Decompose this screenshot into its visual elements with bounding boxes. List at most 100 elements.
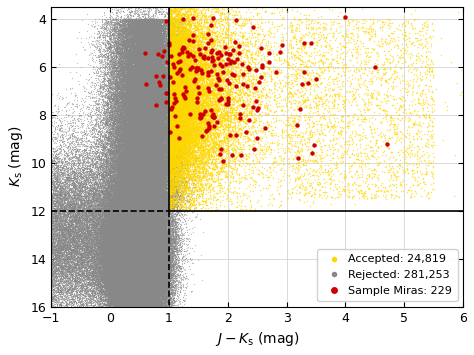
- Point: [156, 219, 164, 225]
- Point: [129, 260, 137, 265]
- Point: [152, 162, 159, 167]
- Point: [104, 190, 112, 195]
- Point: [112, 82, 120, 87]
- Point: [68, 260, 75, 266]
- Point: [158, 252, 166, 258]
- Point: [137, 91, 145, 97]
- Point: [141, 302, 148, 308]
- Point: [123, 100, 131, 106]
- Point: [109, 160, 117, 166]
- Point: [108, 172, 116, 178]
- Point: [124, 259, 131, 265]
- Point: [141, 302, 148, 308]
- Point: [118, 196, 126, 202]
- Point: [178, 200, 185, 205]
- Point: [127, 216, 134, 222]
- Point: [122, 229, 129, 235]
- Point: [146, 280, 154, 286]
- Point: [164, 200, 172, 206]
- Point: [156, 184, 164, 190]
- Point: [118, 239, 125, 245]
- Point: [109, 248, 117, 253]
- Point: [144, 273, 152, 278]
- Point: [77, 285, 84, 290]
- Point: [159, 19, 167, 24]
- Point: [144, 139, 151, 144]
- Point: [147, 191, 155, 196]
- Point: [124, 106, 132, 111]
- Point: [131, 210, 139, 215]
- Point: [129, 224, 137, 230]
- Point: [120, 286, 128, 292]
- Point: [162, 140, 169, 146]
- Point: [103, 232, 110, 238]
- Point: [157, 132, 164, 138]
- Point: [91, 192, 99, 197]
- Point: [129, 283, 137, 288]
- Point: [172, 230, 180, 236]
- Point: [64, 212, 72, 217]
- Point: [150, 281, 158, 287]
- Point: [109, 284, 117, 290]
- Point: [140, 141, 147, 146]
- Point: [143, 196, 151, 202]
- Point: [136, 245, 144, 251]
- Point: [135, 112, 143, 118]
- Point: [152, 25, 159, 31]
- Point: [141, 276, 148, 282]
- Point: [158, 219, 166, 224]
- Point: [131, 200, 138, 205]
- Point: [123, 206, 131, 212]
- Point: [143, 108, 151, 114]
- Point: [148, 304, 156, 309]
- Point: [306, 63, 314, 69]
- Point: [153, 66, 160, 72]
- Point: [134, 261, 142, 266]
- Point: [99, 243, 106, 249]
- Point: [135, 158, 143, 164]
- Point: [129, 248, 137, 253]
- Point: [146, 275, 154, 280]
- Point: [140, 237, 148, 242]
- Point: [119, 207, 127, 213]
- Point: [142, 154, 149, 160]
- Point: [144, 238, 151, 244]
- Point: [150, 291, 157, 297]
- Point: [202, 102, 210, 108]
- Point: [134, 208, 141, 214]
- Point: [128, 263, 136, 269]
- Point: [145, 142, 153, 148]
- Point: [198, 187, 205, 193]
- Point: [133, 247, 141, 253]
- Point: [136, 210, 144, 216]
- Point: [103, 174, 110, 179]
- Point: [119, 271, 127, 276]
- Point: [127, 246, 134, 252]
- Point: [150, 57, 157, 63]
- Point: [109, 220, 117, 226]
- Point: [147, 214, 155, 220]
- Point: [146, 263, 154, 269]
- Point: [214, 156, 221, 162]
- Point: [217, 13, 225, 19]
- Point: [150, 153, 158, 159]
- Point: [123, 250, 130, 255]
- Point: [123, 266, 131, 271]
- Point: [134, 245, 142, 250]
- Point: [158, 23, 166, 29]
- Point: [137, 235, 145, 241]
- Point: [123, 240, 131, 245]
- Point: [151, 13, 158, 19]
- Point: [154, 293, 161, 299]
- Point: [125, 61, 132, 66]
- Point: [122, 230, 129, 236]
- Point: [135, 101, 143, 107]
- Point: [167, 255, 175, 261]
- Point: [143, 251, 151, 257]
- Point: [163, 287, 171, 293]
- Point: [174, 93, 182, 99]
- Point: [127, 269, 135, 274]
- Point: [156, 236, 164, 242]
- Point: [118, 250, 126, 256]
- Point: [87, 267, 94, 272]
